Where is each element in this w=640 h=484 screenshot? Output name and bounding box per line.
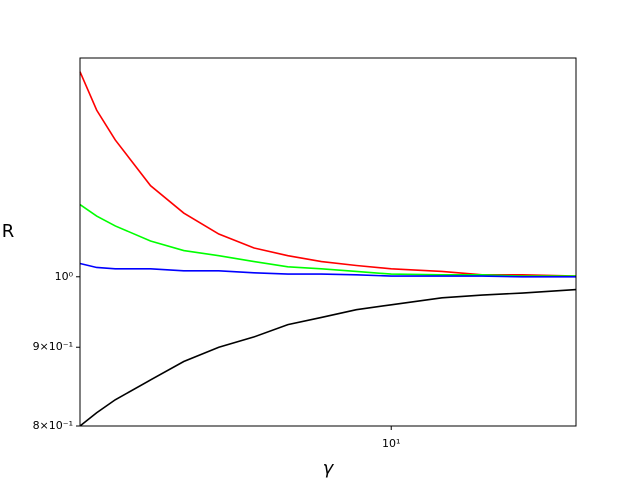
x-axis-label: γ	[323, 458, 335, 479]
series-line	[79, 71, 577, 277]
plot-frame	[79, 57, 577, 427]
series-line	[79, 288, 577, 427]
y-tick-label: 9×10⁻¹	[33, 340, 73, 353]
y-axis-label: R	[2, 221, 15, 242]
series-line	[79, 262, 576, 278]
series-line	[79, 203, 576, 277]
y-tick-label: 8×10⁻¹	[33, 419, 73, 432]
y-tick-label: 10⁰	[55, 270, 74, 283]
x-tick-label: 10¹	[382, 437, 400, 450]
